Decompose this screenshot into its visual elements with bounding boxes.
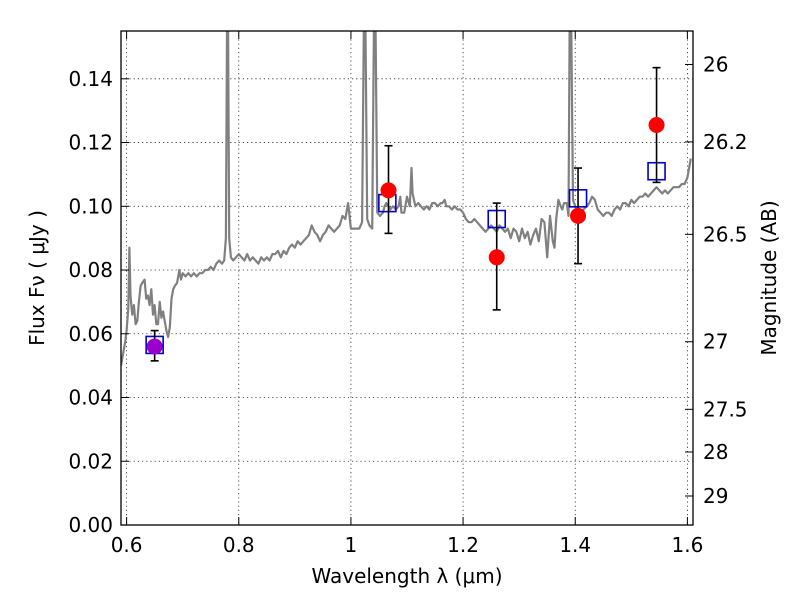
- right-tick-label: 26.2: [703, 130, 748, 154]
- plot-frame: [120, 30, 694, 526]
- y-tick-label: 0.06: [68, 322, 113, 346]
- right-tick-label: 29: [703, 484, 728, 508]
- observed-point: [570, 207, 587, 224]
- y-tick-label: 0.14: [68, 67, 113, 91]
- y-tick-label: 0.02: [68, 449, 113, 473]
- right-tick-label: 27: [703, 330, 728, 354]
- observed-point: [146, 338, 163, 355]
- x-tick-label: 1.2: [447, 533, 479, 557]
- ticks: 0.6 0.8 1 1.2 1.4 1.6 0.00 0.02 0.04 0.06 0.08 0.10…: [68, 31, 748, 557]
- y-tick-label: 0.00: [68, 513, 113, 537]
- x-tick-label: 1.4: [559, 533, 591, 557]
- y-axis-title: Flux Fν ( μJy ): [25, 210, 49, 346]
- x-tick-label: 0.8: [223, 533, 255, 557]
- x-tick-label: 0.6: [111, 533, 143, 557]
- spectrum-series: [121, 31, 692, 366]
- right-tick-label: 28: [703, 440, 728, 464]
- y-tick-label: 0.12: [68, 131, 113, 155]
- x-axis-title: Wavelength λ (μm): [311, 564, 502, 588]
- observed-point: [648, 117, 665, 134]
- y-tick-label: 0.04: [68, 386, 113, 410]
- spectrum-line: [121, 31, 692, 366]
- right-axis-title: Magnitude (AB): [757, 200, 781, 355]
- observed-point: [380, 182, 397, 199]
- right-tick-label: 27.5: [703, 397, 748, 421]
- right-tick-label: 26.5: [703, 222, 748, 246]
- y-tick-label: 0.08: [68, 258, 113, 282]
- y-tick-label: 0.10: [68, 194, 113, 218]
- x-tick-label: 1: [345, 533, 358, 557]
- marker-layer: [145, 66, 666, 362]
- right-tick-label: 26: [703, 52, 728, 76]
- grid: [121, 31, 693, 525]
- observed-point: [488, 249, 505, 266]
- x-tick-label: 1.6: [671, 533, 703, 557]
